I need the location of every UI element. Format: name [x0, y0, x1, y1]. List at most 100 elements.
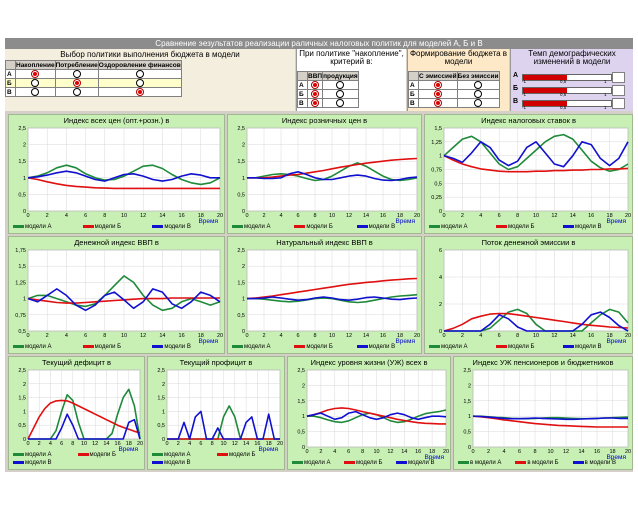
row-label: В [408, 98, 419, 108]
legend-item-b: модели Б [294, 344, 333, 350]
y-tick-label: 2,5 [18, 368, 26, 374]
demography-slider-c[interactable]: В -1 0,5 1 [513, 97, 625, 110]
x-tick-label: 14 [159, 333, 165, 339]
x-tick-label: 12 [551, 213, 557, 219]
y-tick-label: 1 [23, 176, 26, 182]
x-tick-label: 4 [333, 449, 336, 455]
radio-b-finance-recovery[interactable] [135, 79, 144, 87]
radio-a-production[interactable] [336, 81, 345, 89]
y-tick-label: 2,5 [463, 368, 471, 374]
x-tick-label: 2 [177, 441, 180, 447]
radio-b-accumulation[interactable] [31, 79, 40, 87]
legend-item-a: модели А [232, 224, 271, 230]
y-tick-label: 2 [242, 264, 245, 270]
x-tick-label: 12 [140, 333, 146, 339]
radio-a-without-emission[interactable] [474, 81, 483, 89]
spin-button[interactable] [612, 98, 625, 109]
x-axis-label: Время [395, 338, 415, 345]
budget-table: С эмиссией Без эмиссии А Б В [408, 71, 500, 108]
legend-label: модели Б [508, 344, 535, 350]
spin-button[interactable] [612, 72, 625, 83]
slider-track[interactable] [522, 74, 612, 81]
criterion-panel: При политике "накопление", критерий в: В… [296, 49, 406, 111]
y-tick-label: 1,75 [15, 248, 26, 254]
x-tick-label: 18 [266, 441, 272, 447]
radio-c-accumulation[interactable] [31, 88, 40, 96]
radio-b-without-emission[interactable] [474, 90, 483, 98]
legend-item-b: модели Б [82, 224, 121, 230]
x-tick-label: 2 [38, 441, 41, 447]
spin-button[interactable] [612, 85, 625, 96]
x-tick-label: 2 [46, 333, 49, 339]
x-tick-label: 14 [578, 449, 584, 455]
y-tick-label: 0,5 [434, 181, 442, 187]
x-tick-label: 0 [471, 449, 474, 455]
y-tick-label: 2 [302, 383, 305, 389]
slider-track[interactable] [522, 100, 612, 107]
chart-c3: Индекс налоговых ставок в 0 0,25 0,5 0,75 1 1,… [424, 114, 633, 234]
radio-b-consumption[interactable] [72, 79, 81, 87]
y-tick-label: 0 [439, 329, 442, 335]
legend-label: в модели А [470, 460, 502, 466]
x-tick-label: 2 [319, 449, 322, 455]
x-tick-label: 8 [533, 449, 536, 455]
y-tick-label: 1 [162, 409, 165, 415]
col-with-emission: С эмиссией [418, 71, 458, 81]
y-tick-label: 0,5 [18, 423, 26, 429]
radio-a-accumulation[interactable] [31, 70, 40, 78]
legend-swatch [82, 224, 94, 228]
radio-b-gdp[interactable] [311, 90, 320, 98]
radio-c-finance-recovery[interactable] [135, 88, 144, 96]
radio-a-consumption[interactable] [72, 70, 81, 78]
radio-a-gdp[interactable] [311, 81, 320, 89]
legend-swatch [152, 224, 164, 228]
x-tick-label: 14 [363, 333, 369, 339]
x-tick-label: 4 [502, 449, 505, 455]
y-tick-label: 2,5 [237, 248, 245, 254]
criterion-table: ВВП продукция А Б В [297, 71, 359, 108]
col-finance-recovery: Оздоровление финансов [97, 60, 182, 70]
radio-c-consumption[interactable] [72, 88, 81, 96]
x-tick-label: 0 [26, 333, 29, 339]
legend-swatch [429, 344, 440, 348]
slider-track[interactable] [522, 87, 612, 94]
row-label: Б [408, 89, 419, 99]
legend-item-a: модели А [152, 452, 191, 458]
chart-plot: 0 0,5 1 1,5 2 2,5 0 2 4 6 8 10 12 14 16 18 20 [157, 368, 283, 447]
radio-a-finance-recovery[interactable] [135, 70, 144, 78]
y-tick-label: 0,5 [237, 192, 245, 198]
legend-item-c: в модели В [572, 460, 616, 466]
x-tick-label: 20 [277, 441, 283, 447]
radio-b-production[interactable] [336, 90, 345, 98]
legend-item-c: модели В [563, 344, 602, 350]
radio-a-with-emission[interactable] [433, 81, 442, 89]
x-tick-label: 12 [346, 333, 352, 339]
legend-item-c: модели В [13, 460, 52, 466]
legend-swatch [152, 460, 163, 464]
series-line-c [27, 170, 220, 182]
x-tick-label: 4 [279, 213, 282, 219]
chart-c1: Индекс всех цен (опт.+розн.) в 0 0,5 1 1,5 2 2… [8, 114, 225, 234]
x-tick-label: 4 [65, 213, 68, 219]
y-tick-label: 1,5 [463, 399, 471, 405]
x-tick-label: 10 [329, 213, 335, 219]
y-tick-label: 2,5 [157, 368, 165, 374]
demography-slider-b[interactable]: Б -1 0,5 1 [513, 84, 625, 97]
radio-b-with-emission[interactable] [433, 90, 442, 98]
demography-panel-title: Темп демографических изменений в модели [528, 49, 616, 66]
row-label: А [5, 69, 16, 79]
x-tick-label: 14 [401, 449, 407, 455]
chart-plot: 0 0,5 1 1,5 2 2,5 0 2 4 6 8 10 12 14 16 18 20 [297, 368, 449, 455]
radio-c-production[interactable] [336, 99, 345, 107]
y-tick-label: 1,5 [18, 396, 26, 402]
chart-plot: 0 0,25 0,5 0,75 1 1,25 1,5 0 2 4 6 8 10 12 14 16 18 20 [431, 126, 631, 219]
x-tick-label: 2 [46, 213, 49, 219]
legend-label: модели А [164, 452, 191, 458]
radio-c-with-emission[interactable] [433, 99, 442, 107]
series-line-c [27, 288, 221, 312]
demography-slider-a[interactable]: А -1 0,5 1 [513, 71, 625, 84]
radio-c-gdp[interactable] [311, 99, 320, 107]
legend-label: модели А [441, 344, 468, 350]
y-tick-label: 1,25 [15, 280, 26, 286]
radio-c-without-emission[interactable] [474, 99, 483, 107]
